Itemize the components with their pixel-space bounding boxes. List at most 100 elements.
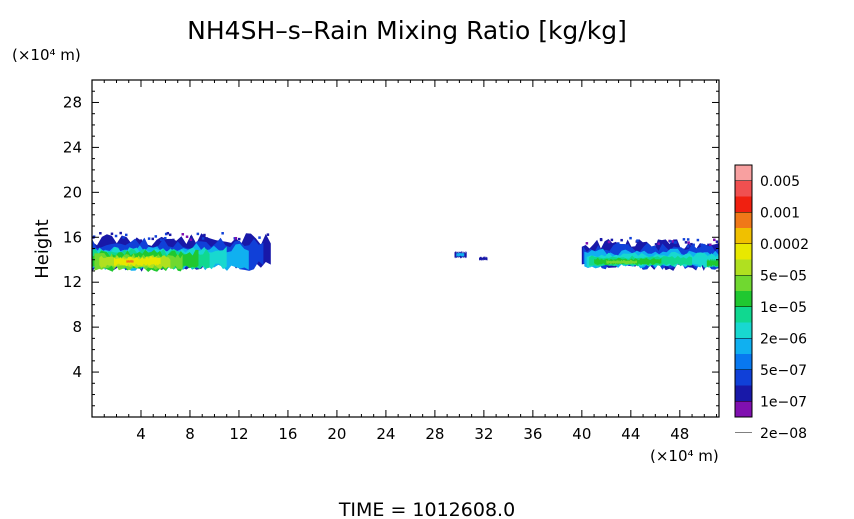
contour-speck [686,238,690,241]
contour-speck [124,233,128,237]
y-tick-label: 4 [72,363,82,381]
x-tick-label: 8 [185,425,195,443]
contour-speck [657,242,660,245]
x-tick-label: 40 [572,425,591,443]
contour-speck [139,239,143,242]
colorbar-swatch [735,165,752,182]
contour-speck [669,240,672,243]
contour-speck [636,239,639,242]
contour-speck [686,245,690,248]
y-tick-label: 16 [63,228,82,246]
colorbar-swatch [735,228,752,245]
colorbar-swatch [735,385,752,402]
colorbar-swatch [735,243,752,260]
colorbar-label: 1e−07 [760,394,807,410]
x-unit-label: (×10⁴ m) [650,447,719,465]
contour-speck [709,243,712,246]
colorbar-swatch [735,291,752,308]
contour-speck [620,238,623,242]
contour-region [606,259,637,265]
x-tick-label: 20 [327,425,346,443]
contour-speck [674,241,677,244]
contour-speck [164,232,168,236]
contour-speck [629,236,632,240]
contour-speck [188,240,191,244]
contour-speck [610,238,614,242]
contour-speck [147,237,151,240]
contour-speck [607,240,611,244]
contour-speck [99,232,102,235]
y-tick-label: 8 [72,318,82,336]
x-tick-label: 44 [621,425,640,443]
contour-speck [626,244,629,247]
contour-speck [164,236,167,240]
contour-speck [168,233,172,237]
x-tick-label: 36 [523,425,542,443]
contour-speck [185,235,189,239]
colorbar-label: 5e−07 [760,363,807,379]
x-tick-label: 4 [136,425,146,443]
contour-region [126,259,134,264]
contour-speck [717,244,719,247]
contour-speck [189,238,193,241]
mixing-ratio-field [92,231,719,272]
x-tick-label: 16 [278,425,297,443]
contour-speck [166,231,170,235]
contour-speck [606,243,609,246]
contour-speck [205,237,209,240]
colorbar-swatch [735,212,752,229]
contour-speck [237,237,241,241]
contour-speck [196,232,200,236]
colorbar-label: 0.001 [760,205,800,221]
x-tick-label: 48 [670,425,689,443]
contour-speck [258,236,261,239]
contour-speck [690,242,693,246]
y-axis: 4 8 12 16 20 24 28 [63,90,719,407]
y-unit-label: (×10⁴ m) [12,46,81,64]
contour-speck [585,242,589,245]
colorbar: 0.005 0.001 0.0002 5e−05 1e−05 2e−06 5e−07 1e−0… [734,164,809,442]
contour-speck [700,243,704,247]
contour-speck [671,240,674,243]
colorbar-swatch [735,322,752,339]
colorbar-label: 1e−05 [760,300,807,316]
colorbar-swatch [735,196,752,213]
contour-speck [110,232,114,236]
y-tick-label: 20 [63,183,82,201]
colorbar-label: 2e−08 [760,426,807,442]
contour-speck [266,233,270,236]
contour-speck [675,243,679,247]
contour-speck [154,235,158,238]
y-tick-label: 12 [63,273,82,291]
contour-speck [151,237,155,241]
contour-speck [696,238,700,242]
colorbar-label: 5e−05 [760,268,807,284]
colorbar-label: 2e−06 [760,331,807,347]
contour-region [456,252,465,257]
contour-speck [713,238,716,242]
contour-speck [654,243,658,246]
contour-speck [687,241,690,244]
time-label: TIME = 1012608.0 [338,499,515,519]
contour-speck [616,242,620,245]
contour-speck [107,236,110,239]
contour-speck [172,238,175,242]
contour-speck [599,238,603,242]
colorbar-swatch [735,275,752,292]
contour-speck [234,236,238,240]
contour-speck [119,231,122,235]
contour-speck [201,237,205,240]
x-tick-label: 12 [229,425,248,443]
colorbar-swatch [735,401,752,418]
contour-speck [181,233,185,236]
contour-speck [627,245,630,249]
contour-region [114,256,161,267]
contour-speck [114,234,118,238]
colorbar-swatch [735,354,752,371]
y-tick-label: 28 [63,93,82,111]
colorbar-frame [734,164,753,418]
contour-speck [221,232,224,235]
contour-speck [715,240,719,243]
contour-speck [122,236,125,239]
